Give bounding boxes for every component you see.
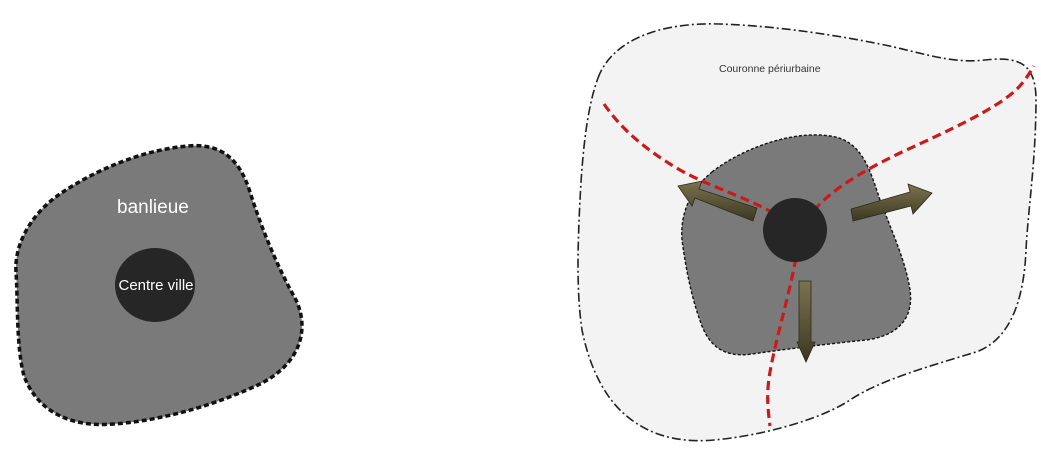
inner-city-centre [763,198,827,262]
growth-arrow-east-icon [850,183,933,222]
right-diagram: Couronne périurbaine [577,23,1037,442]
road-northeast [804,65,1036,223]
left-diagram: banlieue Centre ville [14,143,304,427]
road-south [766,257,798,427]
periurban-ring-label: Couronne périurbaine [719,63,821,75]
road-northwest [602,103,789,224]
suburb-label: banlieue [117,197,189,218]
city-centre-label: Centre ville [118,277,193,294]
growth-arrow-west-icon [677,180,758,222]
growth-arrow-south-icon [796,280,816,363]
city-centre [115,248,195,322]
